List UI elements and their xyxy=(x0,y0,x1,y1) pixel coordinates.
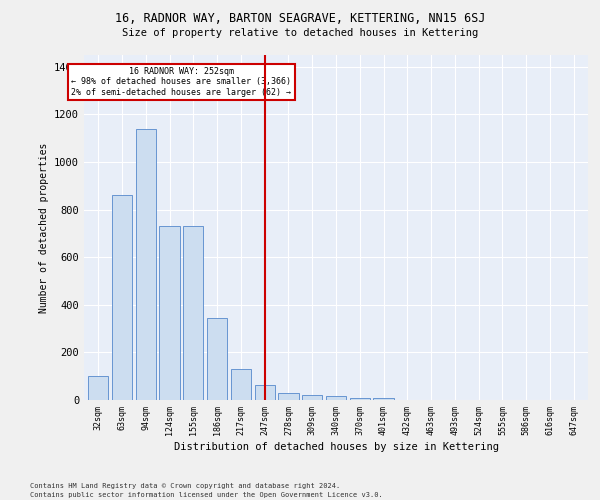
Text: Contains HM Land Registry data © Crown copyright and database right 2024.: Contains HM Land Registry data © Crown c… xyxy=(30,483,340,489)
Text: Contains public sector information licensed under the Open Government Licence v3: Contains public sector information licen… xyxy=(30,492,383,498)
Bar xyxy=(112,196,132,400)
X-axis label: Distribution of detached houses by size in Kettering: Distribution of detached houses by size … xyxy=(173,442,499,452)
Bar xyxy=(254,384,275,400)
Bar xyxy=(326,396,346,400)
Bar xyxy=(231,369,251,400)
Text: Size of property relative to detached houses in Kettering: Size of property relative to detached ho… xyxy=(122,28,478,38)
Bar xyxy=(302,395,322,400)
Text: 16, RADNOR WAY, BARTON SEAGRAVE, KETTERING, NN15 6SJ: 16, RADNOR WAY, BARTON SEAGRAVE, KETTERI… xyxy=(115,12,485,26)
Bar xyxy=(350,398,370,400)
Bar xyxy=(183,226,203,400)
Bar xyxy=(278,393,299,400)
Bar xyxy=(207,318,227,400)
Bar xyxy=(160,226,179,400)
Bar xyxy=(136,129,156,400)
Text: 16 RADNOR WAY: 252sqm
← 98% of detached houses are smaller (3,366)
2% of semi-de: 16 RADNOR WAY: 252sqm ← 98% of detached … xyxy=(71,67,292,96)
Bar xyxy=(373,398,394,400)
Y-axis label: Number of detached properties: Number of detached properties xyxy=(38,142,49,312)
Bar xyxy=(88,376,109,400)
